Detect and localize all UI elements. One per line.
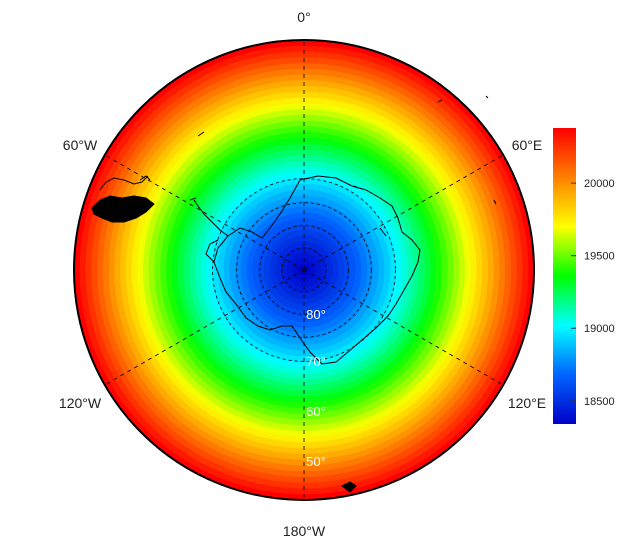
new-zealand-fragment xyxy=(341,481,357,493)
lon-label-180w: 180°W xyxy=(283,523,326,539)
lat-label-60: 60° xyxy=(306,404,326,419)
south-america-coast xyxy=(99,175,149,191)
lat-label-70: 70° xyxy=(306,354,326,369)
lat-label-50: 50° xyxy=(306,454,326,469)
colorbar-tick-label: 20000 xyxy=(584,178,615,190)
colorbar-tick-label: 19000 xyxy=(584,323,615,335)
lon-label-60w: 60°W xyxy=(63,137,98,153)
map-border xyxy=(73,39,535,501)
lon-label-60e: 60°E xyxy=(512,137,543,153)
colorbar-tick-label: 19500 xyxy=(584,251,615,263)
south-america-islands xyxy=(139,131,205,201)
colorbar-ticks: 20000 19500 19000 18500 xyxy=(571,178,615,408)
graticule xyxy=(104,40,504,500)
latitude-circle xyxy=(212,178,396,362)
south-america-tip xyxy=(91,195,155,223)
meridian-line xyxy=(303,154,504,271)
latitude-circle xyxy=(259,225,349,315)
lon-label-120w: 120°W xyxy=(59,395,102,411)
latitude-circle xyxy=(281,247,327,293)
sub-antarctic-islands xyxy=(353,95,497,237)
lon-label-0: 0° xyxy=(297,9,310,25)
antarctica-outline xyxy=(213,175,421,365)
colorbar-tick-label: 18500 xyxy=(584,396,615,408)
lon-label-120e: 120°E xyxy=(508,395,546,411)
colorbar-bar xyxy=(553,128,576,424)
latitude-circle xyxy=(236,202,372,338)
meridian-line xyxy=(303,269,504,386)
lat-label-80: 80° xyxy=(306,307,326,322)
meridian-line xyxy=(104,154,305,271)
antarctica-coastline xyxy=(91,95,497,493)
meridian-line xyxy=(104,269,305,386)
colorbar: 20000 19500 19000 18500 xyxy=(553,128,615,424)
